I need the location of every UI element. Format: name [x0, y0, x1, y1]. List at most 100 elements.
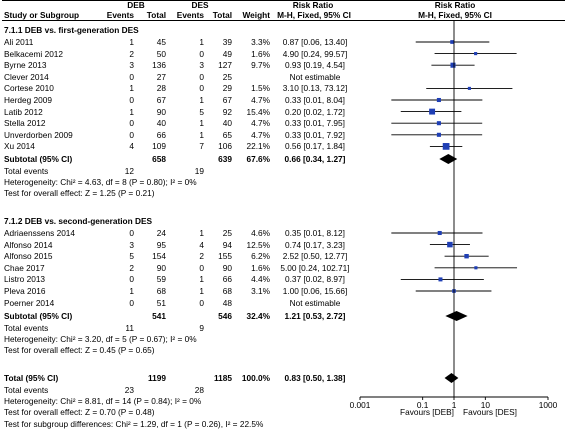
- study-t2: 40: [222, 118, 232, 129]
- weight-header: Weight: [242, 10, 271, 20]
- total-events-label: Total events: [4, 385, 49, 395]
- point-estimate: [467, 86, 471, 90]
- total2-header: Total: [212, 10, 232, 20]
- point-estimate: [437, 230, 442, 236]
- study-t1: 24: [156, 228, 166, 238]
- subgroup2-subtotal-ci: 1.21 [0.53, 2.72]: [284, 311, 346, 321]
- study-t1: 28: [156, 83, 166, 94]
- study-e1: 0: [129, 228, 134, 238]
- header-top-rule: [2, 0, 565, 1]
- study-e1: 2: [129, 48, 134, 59]
- study-e1: 1: [129, 83, 134, 94]
- point-estimate: [436, 121, 441, 126]
- study-e1: 1: [129, 106, 134, 117]
- study-e1: 3: [129, 60, 134, 71]
- study-t1: 109: [152, 141, 166, 152]
- study-weight: 22.1%: [246, 141, 270, 152]
- subgroup2-heterogeneity: Heterogeneity: Chi² = 3.20, df = 5 (P = …: [4, 334, 197, 344]
- study-weight: 4.4%: [251, 274, 270, 285]
- tick-label: 0.1: [416, 400, 429, 410]
- study-e2: 1: [199, 95, 204, 105]
- study-name: Chae 2017: [4, 262, 45, 273]
- study-t1: 40: [156, 118, 166, 129]
- study-e1: 0: [129, 71, 134, 82]
- study-e1: 3: [129, 239, 134, 250]
- tick-label: 0.001: [349, 400, 371, 410]
- group1-header: DEB: [127, 0, 145, 10]
- study-name: Byrne 2013: [4, 60, 47, 71]
- subgroup1-subtotal-total1: 658: [152, 154, 166, 164]
- study-name: Pleva 2016: [4, 286, 46, 296]
- subgroup1-subtotal-weight: 67.6%: [246, 154, 270, 164]
- point-estimate: [450, 62, 456, 68]
- subgroup1-heterogeneity: Heterogeneity: Chi² = 4.63, df = 8 (P = …: [4, 177, 197, 187]
- study-t1: 136: [152, 60, 166, 71]
- study-ci: 0.74 [0.17, 3.23]: [285, 239, 345, 250]
- study-weight: 4.6%: [251, 228, 270, 238]
- study-e2: 5: [199, 106, 204, 117]
- study-e2: 4: [199, 239, 204, 250]
- subgroup2-title: 7.1.2 DEB vs. second-generation DES: [4, 216, 153, 226]
- events1-header: Events: [106, 10, 134, 20]
- study-e2: 1: [199, 274, 204, 285]
- study-ci: 0.20 [0.02, 1.72]: [285, 106, 345, 117]
- study-weight: 3.1%: [251, 286, 270, 296]
- study-weight: 1.5%: [251, 83, 270, 94]
- favours-right-label: Favours [DES]: [463, 407, 517, 417]
- study-t2: 90: [222, 262, 232, 273]
- diamond-summary: [445, 311, 468, 321]
- total-total2: 1185: [214, 373, 232, 383]
- study-t1: 51: [156, 297, 166, 308]
- subgroup-differences: Test for subgroup differences: Chi² = 1.…: [4, 419, 264, 429]
- study-t2: 65: [222, 129, 232, 140]
- study-t2: 25: [222, 228, 232, 238]
- study-ci: 0.93 [0.19, 4.54]: [285, 60, 345, 71]
- subgroup1-subtotal-label: Subtotal (95% CI): [4, 154, 73, 164]
- study-t1: 154: [152, 251, 166, 262]
- study-name: Adriaenssens 2014: [4, 228, 76, 238]
- plot-title: Risk Ratio: [434, 0, 476, 10]
- point-estimate: [436, 97, 441, 103]
- study-t1: 50: [156, 48, 166, 59]
- study-weight: 4.7%: [251, 95, 270, 105]
- study-name: Unverdorben 2009: [4, 129, 73, 140]
- diamond-summary: [444, 373, 459, 383]
- subgroup1-title: 7.1.1 DEB vs. first-generation DES: [4, 25, 139, 35]
- subgroup2-subtotal-weight: 32.4%: [246, 311, 270, 321]
- events2-header: Events: [176, 10, 204, 20]
- study-e2: 0: [199, 262, 204, 273]
- point-estimate: [429, 108, 436, 115]
- study-e1: 2: [129, 262, 134, 273]
- study-t2: 92: [222, 106, 232, 117]
- study-e1: 5: [129, 251, 134, 262]
- subgroup1-events2: 19: [194, 166, 204, 176]
- study-t2: 155: [218, 251, 232, 262]
- study-ci: 0.35 [0.01, 8.12]: [285, 228, 345, 238]
- table-header: DEB DES Risk Ratio Risk Ratio Study or S…: [0, 0, 567, 20]
- point-estimate: [474, 266, 478, 270]
- study-e1: 0: [129, 274, 134, 285]
- subgroup1-subtotal-total2: 639: [218, 154, 232, 164]
- study-e2: 2: [199, 251, 204, 262]
- study-t1: 27: [156, 71, 166, 82]
- study-t1: 45: [156, 37, 166, 47]
- subgroup2-subtotal-label: Subtotal (95% CI): [4, 311, 73, 321]
- study-weight: 12.5%: [246, 239, 270, 250]
- study-t1: 59: [156, 274, 166, 285]
- study-t2: 29: [222, 83, 232, 94]
- plot-method-header: M-H, Fixed, 95% CI: [418, 10, 492, 20]
- rr-title: Risk Ratio: [292, 0, 334, 10]
- subgroup2-overall-effect: Test for overall effect: Z = 0.45 (P = 0…: [4, 345, 155, 355]
- study-name: Poerner 2014: [4, 297, 55, 308]
- subgroup2-subtotal-total1: 541: [152, 311, 166, 321]
- header-bottom-rule: [2, 20, 565, 21]
- subgroup1-events1: 12: [124, 166, 134, 176]
- study-ci: 5.00 [0.24, 102.71]: [280, 262, 350, 273]
- tick-label: 1: [451, 400, 457, 410]
- diamond-summary: [439, 154, 458, 164]
- subgroup2-events-label: Total events: [4, 323, 49, 333]
- study-e2: 1: [199, 286, 204, 296]
- study-t1: 68: [156, 286, 166, 296]
- tick-label: 10: [480, 400, 490, 410]
